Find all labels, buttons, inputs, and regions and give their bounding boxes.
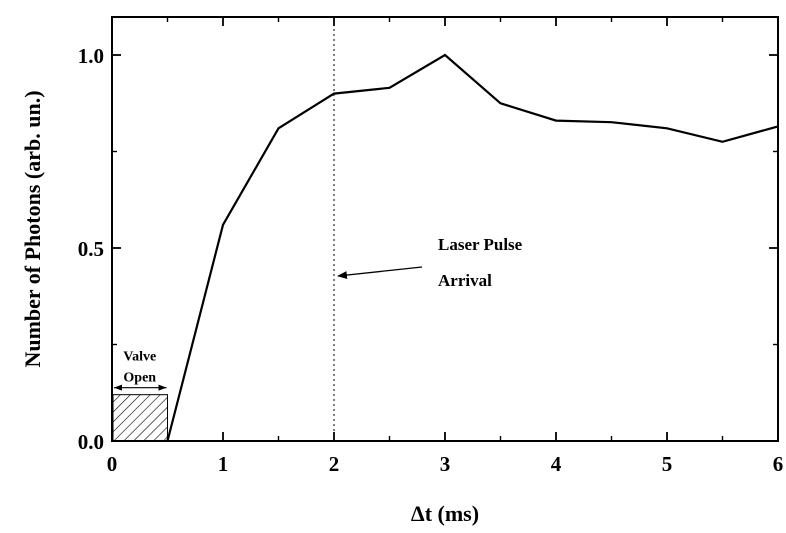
y-axis-title: Number of Photons (arb. un.) xyxy=(20,90,45,367)
photon-count-series-line xyxy=(166,53,779,442)
y-tick-label: 0.5 xyxy=(78,237,104,261)
valve-label-line1: Valve xyxy=(123,350,156,365)
x-tick-label: 1 xyxy=(218,452,229,476)
x-tick-label: 6 xyxy=(773,452,784,476)
laser-label-line1: Laser Pulse xyxy=(438,235,523,254)
valve-label-line2: Open xyxy=(123,371,156,386)
x-tick-label: 0 xyxy=(107,452,118,476)
axis-ticks: 0 1 2 3 4 5 6 0.0 0.5 1.0 xyxy=(78,17,784,476)
x-axis-title: Δt (ms) xyxy=(411,501,479,526)
y-tick-label: 1.0 xyxy=(78,44,104,68)
x-tick-label: 3 xyxy=(440,452,451,476)
y-tick-label: 0.0 xyxy=(78,430,104,454)
valve-open-region xyxy=(112,394,168,442)
laser-label-line2: Arrival xyxy=(438,271,492,290)
x-tick-label: 4 xyxy=(551,452,562,476)
x-tick-label: 5 xyxy=(662,452,673,476)
x-tick-label: 2 xyxy=(329,452,340,476)
laser-arrival-arrow xyxy=(337,266,423,280)
plot-frame xyxy=(111,16,779,442)
